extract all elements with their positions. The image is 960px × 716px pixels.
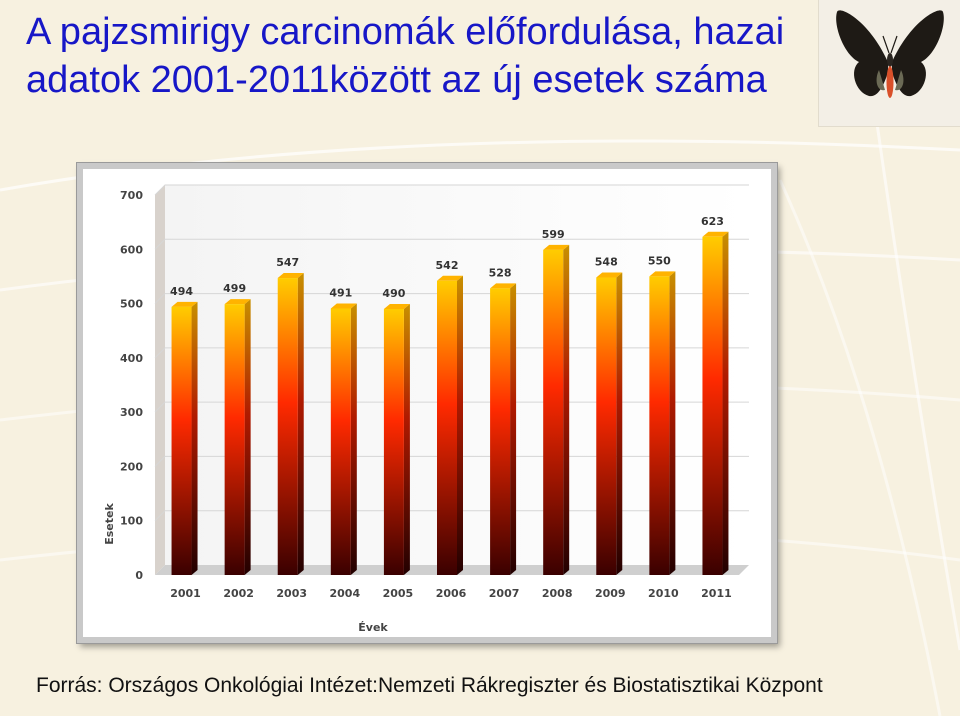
bar-side xyxy=(191,301,198,575)
bar xyxy=(437,280,457,575)
bar-value-label: 623 xyxy=(701,215,724,228)
y-tick-label: 700 xyxy=(120,189,143,202)
x-tick-label: 2011 xyxy=(701,587,732,600)
butterfly-image xyxy=(818,0,960,127)
y-tick-label: 300 xyxy=(120,406,143,419)
gridline xyxy=(154,184,749,196)
bar-side xyxy=(297,273,304,575)
y-tick-label: 0 xyxy=(135,569,143,582)
bar xyxy=(649,276,670,575)
bar-value-label: 499 xyxy=(223,282,246,295)
bar-top xyxy=(702,231,729,237)
bar-top xyxy=(277,273,304,279)
y-tick-label: 200 xyxy=(120,460,143,473)
source-caption: Forrás: Országos Onkológiai Intézet:Nemz… xyxy=(36,674,823,697)
bar xyxy=(171,306,192,575)
bar-value-label: 550 xyxy=(648,254,671,267)
x-tick-label: 2007 xyxy=(489,587,520,600)
y-tick-label: 500 xyxy=(120,298,143,311)
bar-top xyxy=(330,303,357,309)
y-tick-label: 400 xyxy=(120,352,143,365)
bar-top xyxy=(437,275,463,281)
bar-value-label: 528 xyxy=(489,266,512,279)
bar-chart: 0 100 200 300 400 500 600 700 494 2001 499 2002 547 2… xyxy=(103,184,749,634)
bar-side xyxy=(244,299,251,575)
bar-value-label: 548 xyxy=(595,256,618,269)
x-tick-label: 2010 xyxy=(648,587,679,600)
x-tick-label: 2008 xyxy=(542,587,573,600)
x-tick-label: 2005 xyxy=(383,587,414,600)
bar-value-label: 599 xyxy=(542,228,565,241)
y-axis-label: Esetek xyxy=(103,503,116,545)
y-tick-label: 600 xyxy=(120,243,143,256)
bar-top xyxy=(383,304,410,309)
bar-side xyxy=(457,275,463,575)
bar xyxy=(277,278,298,575)
butterfly-icon xyxy=(836,10,944,98)
bar-side xyxy=(510,283,517,575)
bar-side xyxy=(350,303,357,575)
bar-side xyxy=(669,271,676,575)
bar-top xyxy=(543,244,570,250)
bar-side xyxy=(563,244,570,575)
x-tick-label: 2002 xyxy=(223,587,254,600)
slide-title: A pajzsmirigy carcinomák előfordulása, h… xyxy=(26,11,785,101)
bar xyxy=(490,288,511,575)
x-tick-label: 2006 xyxy=(436,587,467,600)
bar xyxy=(330,308,351,575)
bar-value-label: 490 xyxy=(382,287,405,300)
bar-side xyxy=(403,304,410,575)
bar-side xyxy=(616,272,623,575)
x-tick-label: 2003 xyxy=(276,587,307,600)
bar-value-label: 547 xyxy=(276,256,299,269)
gridline xyxy=(154,238,749,250)
bar-top xyxy=(649,271,676,277)
bar-top xyxy=(490,283,517,289)
x-axis-label: Évek xyxy=(358,621,388,634)
chart-frame: 0 100 200 300 400 500 600 700 494 2001 499 2002 547 2… xyxy=(77,163,777,643)
bar-top xyxy=(224,299,251,305)
bar-top xyxy=(171,301,198,307)
y-tick-label: 100 xyxy=(120,515,143,528)
bar xyxy=(702,236,723,576)
bar-side xyxy=(722,231,729,576)
bar xyxy=(596,277,617,575)
bar-value-label: 494 xyxy=(170,285,193,298)
chart-side-wall xyxy=(155,185,165,575)
bar-value-label: 491 xyxy=(329,286,352,299)
x-tick-label: 2009 xyxy=(595,587,626,600)
x-tick-label: 2001 xyxy=(170,587,201,600)
x-tick-label: 2004 xyxy=(330,587,361,600)
bar-top xyxy=(596,272,623,278)
bar xyxy=(543,249,564,575)
bar xyxy=(383,309,404,575)
bar-value-label: 542 xyxy=(436,259,459,272)
bar xyxy=(224,304,245,575)
